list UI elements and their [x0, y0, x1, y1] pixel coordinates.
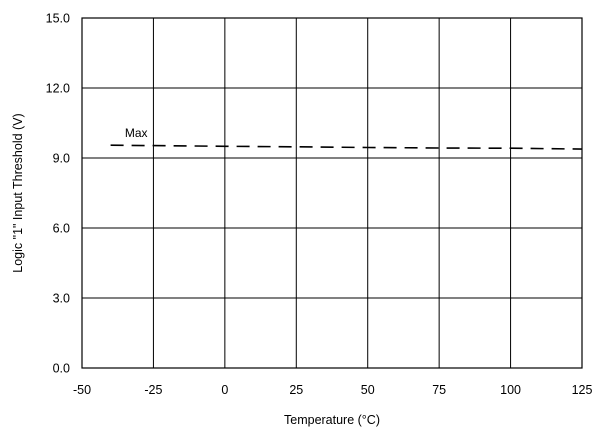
x-tick-label: 100 [500, 383, 521, 397]
y-tick-labels: 0.0 3.0 6.0 9.0 12.0 15.0 [46, 12, 70, 376]
plot-frame [81, 17, 583, 369]
y-tick-label: 15.0 [46, 12, 70, 26]
x-tick-label: 75 [432, 383, 446, 397]
x-tick-labels: -50 -25 0 25 50 75 100 125 [73, 383, 593, 397]
y-tick-label: 12.0 [46, 82, 70, 96]
x-tick-label: -50 [73, 383, 91, 397]
y-tick-label: 0.0 [53, 362, 70, 376]
y-tick-label: 6.0 [53, 222, 70, 236]
x-tick-label: 50 [361, 383, 375, 397]
x-tick-label: 25 [289, 383, 303, 397]
y-tick-label: 3.0 [53, 292, 70, 306]
x-tick-label: -25 [144, 383, 162, 397]
y-axis-label: Logic "1" Input Threshold (V) [11, 113, 25, 272]
chart-grid [81, 17, 583, 369]
y-tick-label: 9.0 [53, 152, 70, 166]
x-tick-label: 0 [221, 383, 228, 397]
series-layer [110, 144, 583, 150]
x-tick-label: 125 [572, 383, 593, 397]
series-line-max [110, 144, 583, 150]
x-axis-label: Temperature (°C) [284, 413, 380, 427]
annotations: Max [125, 126, 148, 140]
annotation-label: Max [125, 126, 148, 140]
